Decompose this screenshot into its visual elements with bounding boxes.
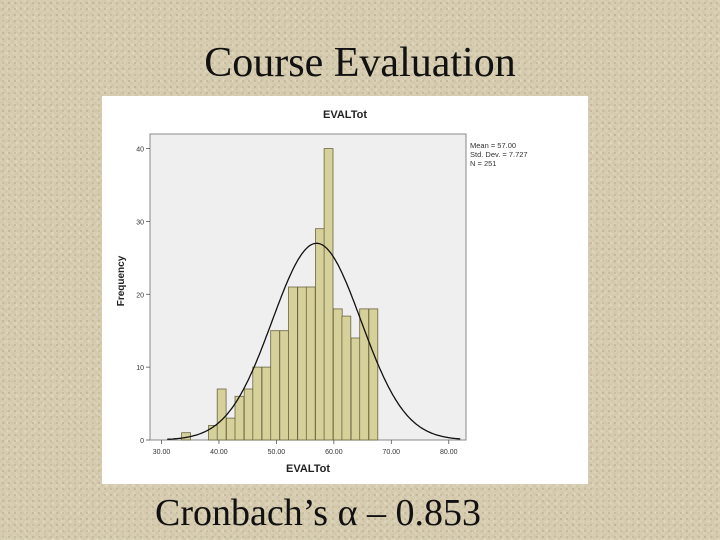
slide-title: Course Evaluation — [204, 40, 516, 86]
normal-curve — [167, 242, 461, 440]
histogram-bar-17 — [350, 337, 361, 441]
chart-title: EVALTot — [323, 109, 367, 121]
histogram-bar-6 — [252, 366, 263, 441]
x-tick-label-3: 60.00 — [325, 449, 343, 456]
histogram-bar-11 — [297, 286, 307, 441]
x-tick-label-1: 40.00 — [210, 449, 228, 456]
y-tick-label-4: 40 — [136, 147, 144, 154]
stats-n: N = 251 — [470, 159, 496, 168]
stats-std-dev: Std. Dev. = 7.727 — [470, 150, 528, 159]
y-tick-label-2: 20 — [136, 292, 144, 299]
histogram-bar-3 — [226, 417, 236, 441]
histogram-bar-7 — [261, 366, 272, 441]
x-axis-ticks: 30.00 40.00 50.00 60.00 70.00 80.00 — [153, 440, 458, 456]
y-axis-label: Frequency — [116, 255, 127, 306]
histogram-bar-5 — [243, 388, 254, 441]
histogram-bar-12 — [305, 286, 316, 441]
stats-box: Mean = 57.00 Std. Dev. = 7.727 N = 251 — [470, 141, 528, 168]
histogram-bar-14 — [323, 148, 334, 441]
stats-mean: Mean = 57.00 — [470, 141, 516, 150]
chart-svg: EVALTot EVALTot Frequency 0 10 20 30 40 30.0… — [116, 109, 528, 475]
histogram-bar-15 — [332, 308, 343, 441]
cronbach-alpha-caption: Cronbach’s α – 0.853 — [155, 492, 481, 534]
histogram-bar-13 — [315, 228, 325, 441]
y-tick-label-3: 30 — [136, 219, 144, 226]
x-tick-label-0: 30.00 — [153, 449, 171, 456]
histogram-chart: EVALTot EVALTot Frequency 0 10 20 30 40 30.0… — [102, 96, 588, 484]
histogram-bar-10 — [288, 286, 298, 441]
histogram-bar-19 — [368, 308, 379, 441]
x-tick-label-4: 70.00 — [383, 449, 401, 456]
x-tick-label-5: 80.00 — [440, 449, 458, 456]
histogram-bars — [181, 148, 379, 441]
y-axis-ticks: 0 10 20 30 40 — [136, 147, 150, 445]
x-tick-label-2: 50.00 — [268, 449, 286, 456]
y-tick-label-0: 0 — [140, 438, 144, 445]
histogram-bar-8 — [270, 330, 280, 441]
y-tick-label-1: 10 — [136, 365, 144, 372]
x-axis-label: EVALTot — [286, 463, 330, 475]
histogram-bar-16 — [341, 315, 352, 441]
histogram-bar-2 — [216, 388, 227, 441]
histogram-bar-9 — [279, 330, 290, 441]
